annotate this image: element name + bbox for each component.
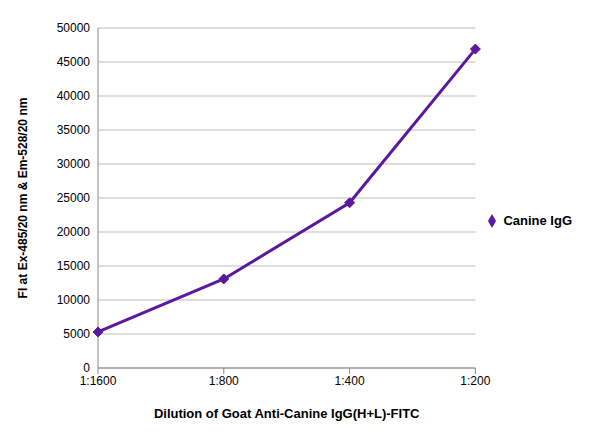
svg-text:1:400: 1:400 <box>335 374 365 388</box>
svg-text:1:200: 1:200 <box>460 374 490 388</box>
svg-text:40000: 40000 <box>57 89 91 103</box>
html-text:Canine IgG: Canine IgG <box>503 212 572 228</box>
svg-text:45000: 45000 <box>57 55 91 69</box>
svg-text:5000: 5000 <box>63 327 90 341</box>
svg-text:1:1600: 1:1600 <box>80 374 117 388</box>
svg-text:15000: 15000 <box>57 259 91 273</box>
svg-text:0: 0 <box>83 361 90 375</box>
svg-text:FI at Ex-485/20 nm & Em-528/20: FI at Ex-485/20 nm & Em-528/20 nm <box>16 98 30 299</box>
svg-text:10000: 10000 <box>57 293 91 307</box>
svg-text:35000: 35000 <box>57 123 91 137</box>
svg-text:30000: 30000 <box>57 157 91 171</box>
svg-text:50000: 50000 <box>57 21 91 35</box>
svg-text:1:800: 1:800 <box>209 374 239 388</box>
svg-text:20000: 20000 <box>57 225 91 239</box>
svg-text:25000: 25000 <box>57 191 91 205</box>
svg-text:Dilution of Goat Anti-Canine I: Dilution of Goat Anti-Canine IgG(H+L)-FI… <box>154 406 420 421</box>
